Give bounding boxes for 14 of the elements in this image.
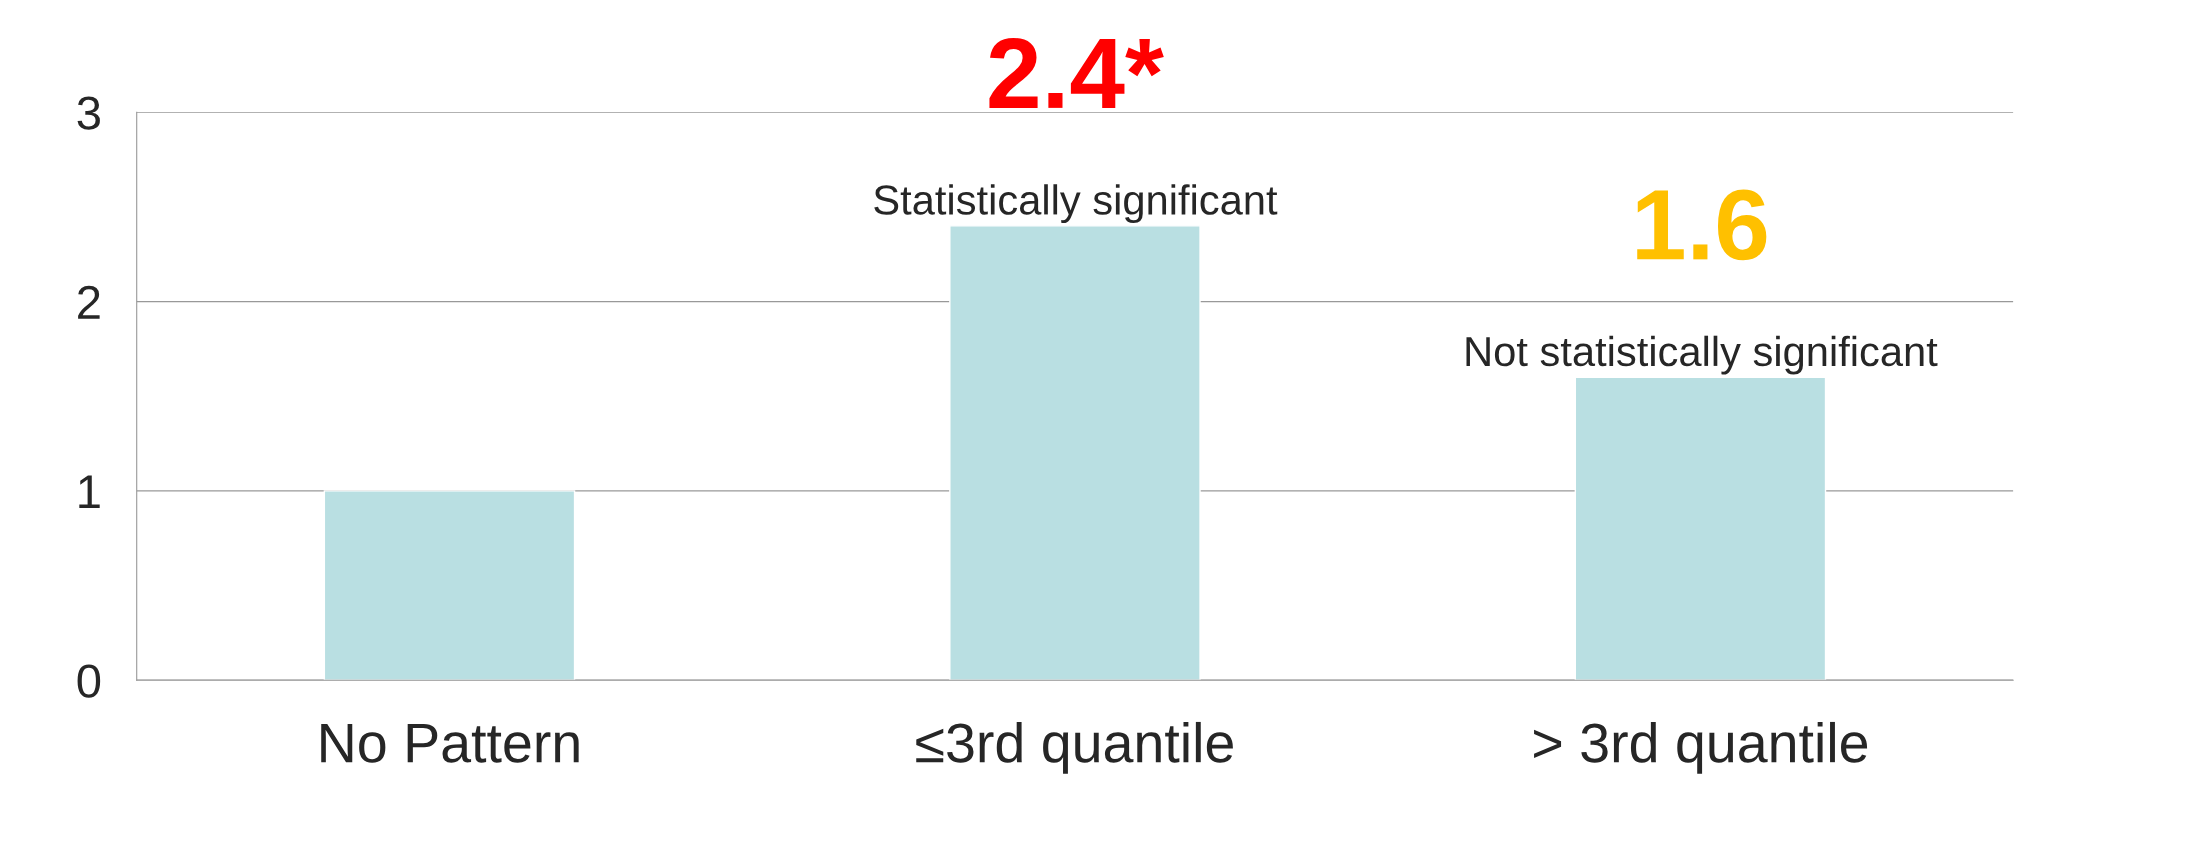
y-tick-label: 3 (77, 96, 100, 130)
data-label: 2.4* (989, 38, 1164, 108)
data-label: 1.6 (1637, 189, 1767, 261)
annotation: Not statistically significant (1466, 335, 1938, 375)
bar (949, 225, 1201, 681)
bar (323, 490, 576, 681)
x-tick-label: > 3rd quantile (1534, 721, 1868, 774)
y-tick-label: 2 (78, 285, 100, 319)
y-tick-label: 1 (79, 475, 100, 509)
annotation: Statistically significant (874, 184, 1278, 224)
x-tick-label: No Pattern (321, 723, 579, 763)
bar (1574, 376, 1827, 681)
x-tick-label: ≤3rd quantile (916, 721, 1233, 774)
y-tick-label: 0 (77, 664, 101, 698)
